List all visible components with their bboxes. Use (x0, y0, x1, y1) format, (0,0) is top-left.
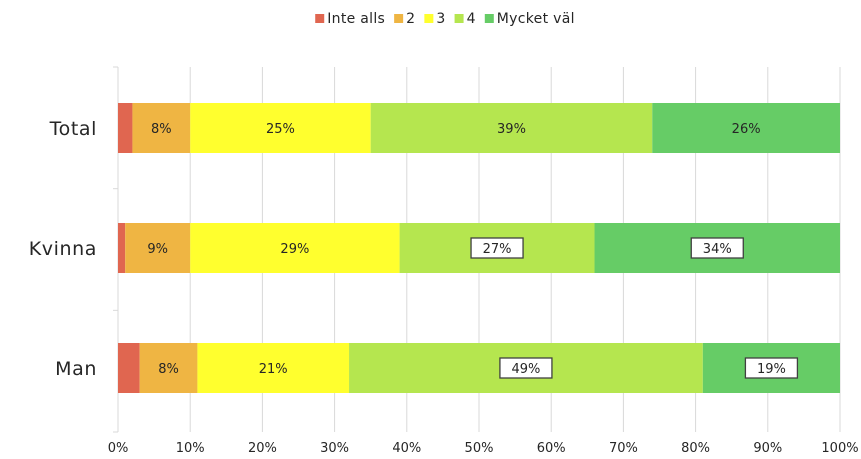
x-tick-label-100: 100% (821, 441, 858, 456)
x-tick-label-40: 40% (392, 441, 421, 456)
legend-item-inte-alls: Inte alls (315, 11, 385, 27)
category-labels: Total Kvinna Man (29, 118, 97, 380)
bar-total-3 (190, 103, 371, 153)
legend-item-2: 2 (394, 11, 415, 27)
legend-item-3: 3 (424, 11, 445, 27)
category-label-man: Man (55, 358, 97, 380)
x-tick-label-20: 20% (248, 441, 277, 456)
legend-label-3: 3 (436, 11, 445, 27)
legend-swatch-mycket-v-l (484, 14, 494, 23)
data-label-man-3: 21% (259, 362, 288, 377)
x-tick-label-0: 0% (108, 441, 129, 456)
legend-label-mycket-v-l: Mycket väl (497, 11, 575, 27)
bar-kvinna-inte-alls (118, 223, 126, 273)
data-label-total-2: 8% (151, 122, 172, 137)
highlighted-label-box (690, 237, 744, 259)
bar-man-3 (197, 343, 350, 393)
legend-label-2: 2 (406, 11, 415, 27)
bar-total-4 (370, 103, 653, 153)
data-label-kvinna-mycket-v-l: 34% (703, 242, 732, 257)
x-tick-labels: 0% 10% 20% 30% 40% 50% 60% 70% 80% 90% 100% (108, 441, 859, 456)
bar-total-2 (132, 103, 191, 153)
x-tick-label-90: 90% (753, 441, 782, 456)
legend-item-mycket-v-l: Mycket väl (484, 11, 575, 27)
x-tick-label-80: 80% (681, 441, 710, 456)
bar-kvinna-3 (190, 223, 400, 273)
bars: 8% 25% 39% 26% 9% 29% 27% 34% 8% 21% 49% 19% (118, 103, 840, 393)
highlighted-label-box (499, 357, 553, 379)
data-label-total-3: 25% (266, 122, 295, 137)
category-axis (113, 66, 119, 433)
legend-item-4: 4 (454, 11, 476, 27)
data-label-man-mycket-v-l: 19% (757, 362, 786, 377)
bar-man-inte-alls (118, 343, 140, 393)
legend-swatch-3 (424, 14, 434, 23)
legend: Inte alls 2 3 4 Mycket väl (315, 11, 575, 27)
x-tick-label-60: 60% (537, 441, 566, 456)
bar-kvinna-2 (125, 223, 191, 273)
category-label-kvinna: Kvinna (29, 238, 97, 260)
bar-man-2 (139, 343, 198, 393)
bar-total-mycket-v-l (652, 103, 840, 153)
data-label-total-4: 39% (497, 122, 526, 137)
legend-label-4: 4 (467, 11, 476, 27)
highlighted-label-box (470, 237, 524, 259)
highlighted-label-box (744, 357, 799, 379)
data-label-kvinna-3: 29% (280, 242, 309, 257)
x-tick-label-30: 30% (320, 441, 349, 456)
legend-swatch-2 (394, 14, 404, 23)
bar-total-inte-alls (118, 103, 133, 153)
legend-swatch-4 (454, 14, 464, 23)
data-label-kvinna-2: 9% (147, 242, 168, 257)
x-tick-label-70: 70% (609, 441, 638, 456)
x-tick-label-50: 50% (465, 441, 494, 456)
data-label-man-2: 8% (158, 362, 179, 377)
category-label-total: Total (49, 118, 97, 140)
data-label-total-mycket-v-l: 26% (732, 122, 761, 137)
legend-swatch-inte-alls (315, 14, 325, 23)
data-label-kvinna-4: 27% (483, 242, 512, 257)
x-tick-label-10: 10% (176, 441, 205, 456)
data-label-man-4: 49% (511, 362, 540, 377)
legend-label-inte-alls: Inte alls (327, 11, 385, 27)
